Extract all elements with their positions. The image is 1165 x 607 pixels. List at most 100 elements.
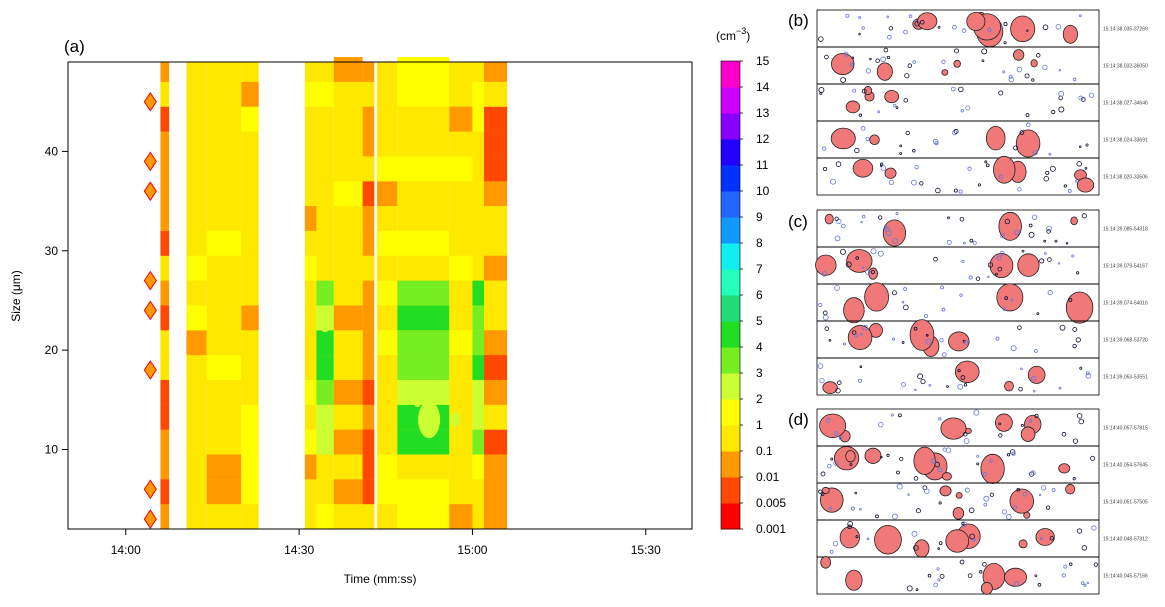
particle-dot bbox=[903, 304, 909, 311]
particle-dot bbox=[914, 21, 920, 27]
particle-dot bbox=[830, 457, 834, 461]
particle-dot bbox=[849, 463, 853, 467]
particle-dot bbox=[866, 537, 870, 541]
contour-cell bbox=[143, 181, 157, 202]
particle-dot bbox=[1072, 477, 1076, 481]
contour-hotspot bbox=[318, 308, 333, 333]
particle-dot bbox=[959, 216, 965, 222]
particle-blob bbox=[939, 485, 952, 497]
strip-timestamp: 15:14:40.051-57505 bbox=[1103, 500, 1148, 506]
particle-dot bbox=[833, 431, 839, 436]
particle-blob bbox=[953, 59, 961, 68]
contour-cell bbox=[362, 429, 375, 455]
particle-dot bbox=[1020, 367, 1023, 371]
particle-dot bbox=[1091, 525, 1097, 531]
particle-dot bbox=[858, 16, 862, 19]
particle-blob bbox=[1010, 15, 1036, 43]
particle-dot bbox=[946, 239, 952, 245]
particle-dot bbox=[1043, 176, 1050, 182]
strip-timestamp: 15:14:38.027-34646 bbox=[1103, 101, 1148, 107]
particle-dot bbox=[822, 166, 828, 172]
particle-dot bbox=[857, 378, 862, 383]
particle-image-panels: 15:14:38.035-37269 15:14:38.032-36050 15:1… bbox=[815, 9, 1148, 595]
particle-dot bbox=[942, 447, 947, 452]
particle-dot bbox=[933, 582, 938, 588]
contour-hotspot bbox=[413, 392, 422, 408]
particle-dot bbox=[830, 178, 836, 185]
x-axis-title: Time (mm:ss) bbox=[344, 572, 417, 586]
particle-dot bbox=[914, 164, 919, 170]
particle-dot bbox=[820, 491, 825, 496]
particle-dot bbox=[904, 73, 910, 79]
contour-cell bbox=[377, 280, 398, 306]
particle-dot bbox=[1041, 485, 1047, 491]
particle-dot bbox=[975, 276, 981, 281]
contour-cell bbox=[449, 156, 473, 182]
particle-blob bbox=[1030, 59, 1038, 68]
particle-dot bbox=[953, 129, 959, 134]
particle-dot bbox=[996, 255, 1002, 261]
particle-blob bbox=[852, 158, 874, 178]
particle-dot bbox=[859, 507, 862, 511]
particle-dot bbox=[1031, 375, 1037, 381]
particle-dot bbox=[913, 19, 917, 22]
particle-dot bbox=[845, 261, 852, 268]
particle-dot bbox=[1078, 418, 1085, 425]
particle-dot bbox=[958, 189, 963, 194]
particle-dot bbox=[1068, 297, 1073, 302]
particle-blob bbox=[882, 219, 907, 247]
contour-cell bbox=[304, 81, 317, 107]
particle-dot bbox=[1021, 249, 1025, 253]
contour-cell bbox=[333, 57, 363, 82]
contour-cell bbox=[397, 330, 450, 356]
particle-blob bbox=[864, 282, 889, 312]
contour-cell bbox=[143, 151, 157, 172]
particle-dot bbox=[1003, 41, 1007, 45]
particle-dot bbox=[911, 530, 918, 537]
particle-dot bbox=[865, 137, 870, 142]
particle-dot bbox=[870, 248, 877, 255]
particle-dot bbox=[840, 248, 846, 255]
colorbar-tick-label: 14 bbox=[756, 80, 770, 94]
particle-dot bbox=[982, 562, 987, 567]
contour-cell bbox=[241, 81, 259, 107]
particle-dot bbox=[1008, 76, 1015, 83]
particle-dot bbox=[967, 573, 973, 578]
particle-dot bbox=[819, 91, 823, 95]
particle-dot bbox=[939, 337, 944, 343]
particle-dot bbox=[901, 382, 906, 387]
particle-dot bbox=[1057, 262, 1061, 265]
colorbar-tick-label: 8 bbox=[756, 236, 763, 250]
particle-dot bbox=[913, 326, 918, 331]
particle-dot bbox=[824, 326, 830, 331]
particle-dot bbox=[865, 68, 872, 74]
particle-dot bbox=[891, 513, 898, 520]
particle-dot bbox=[1078, 95, 1084, 101]
x-tick-label: 14:00 bbox=[111, 543, 141, 557]
contour-cell bbox=[333, 181, 363, 207]
particle-dot bbox=[1076, 528, 1083, 534]
particle-blob bbox=[821, 486, 830, 494]
colorbar-tick-label: 1 bbox=[756, 418, 763, 432]
colorbar-swatch bbox=[721, 269, 740, 296]
contour-plot: 14:00 14:30 15:00 15:30 10 20 30 40 bbox=[45, 57, 693, 557]
particle-dot bbox=[843, 342, 847, 346]
contour-cell bbox=[377, 454, 398, 480]
particle-blob bbox=[1020, 426, 1036, 442]
contour-cell bbox=[143, 270, 157, 291]
particle-blob bbox=[822, 381, 838, 394]
y-tick-label: 40 bbox=[45, 144, 59, 158]
particle-blob bbox=[948, 331, 970, 352]
particle-blob bbox=[1013, 49, 1025, 61]
particle-dot bbox=[896, 470, 900, 475]
contour-cell bbox=[186, 255, 207, 281]
particle-dot bbox=[820, 471, 826, 477]
contour-column bbox=[206, 62, 242, 529]
particle-dot bbox=[1006, 453, 1011, 457]
particle-dot bbox=[884, 226, 888, 230]
particle-blob bbox=[1027, 365, 1046, 384]
contour-cell bbox=[143, 360, 157, 380]
particle-dot bbox=[960, 375, 966, 380]
